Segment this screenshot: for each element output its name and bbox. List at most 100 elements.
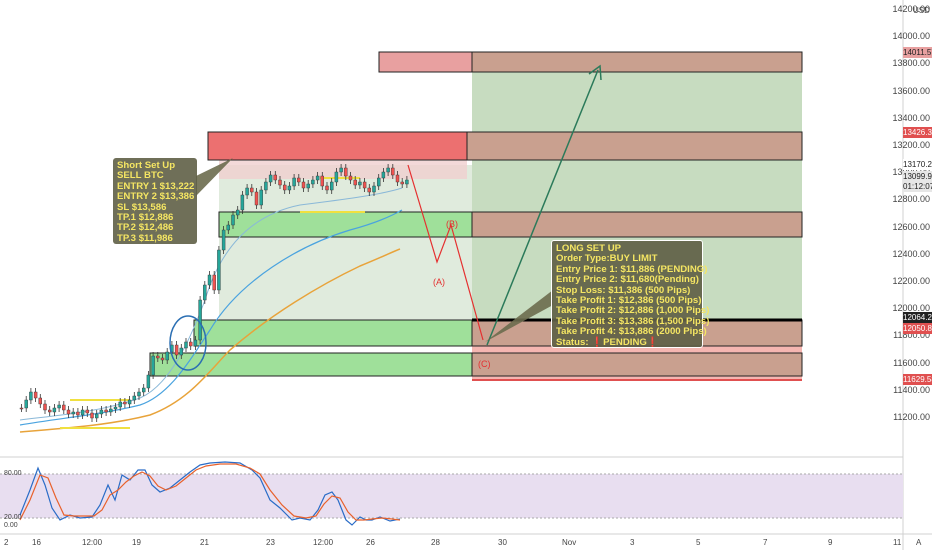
short-note-line: ENTRY 2 $13,386 — [117, 191, 195, 203]
candlestick-series[interactable] — [19, 164, 409, 422]
price-axis-label: 13400.00 — [892, 112, 930, 123]
wave-label-b: (B) — [446, 219, 458, 229]
candle-body — [353, 179, 357, 186]
candle-body — [381, 171, 386, 179]
candle-body — [141, 387, 146, 393]
candle-body — [29, 391, 33, 401]
price-tag: 11629.58 — [903, 374, 932, 385]
long-note-line: Entry Price 2: $11,680(Pending) — [556, 274, 699, 286]
osc-axis-label: 80.00 — [4, 470, 22, 477]
candle-body — [76, 411, 80, 416]
candle-body — [127, 399, 132, 405]
time-axis-label: 9 — [828, 538, 833, 547]
candle-body — [90, 412, 94, 419]
supply-box-mid-left[interactable] — [207, 131, 468, 161]
candle-body — [179, 347, 184, 356]
candle-body — [193, 339, 198, 347]
stoch-d-line — [19, 463, 401, 521]
demand-box-bottom-left[interactable] — [149, 352, 473, 377]
long-note-line: Take Profit 4: $13,886 (2000 Pips) — [556, 326, 707, 338]
candle-body — [123, 401, 127, 405]
price-axis-label: 11400.00 — [893, 384, 930, 395]
candle-body — [94, 413, 99, 419]
long-note-line: Stop Loss: $11,386 (500 Pips) — [556, 284, 691, 296]
candle-body — [24, 399, 28, 409]
long-note-line: Take Profit 1: $12,386 (500 Pips) — [556, 295, 702, 307]
candle-body — [174, 344, 179, 356]
candle-body — [315, 175, 320, 181]
candle-body — [221, 229, 226, 251]
price-tag: 13426.34 — [903, 127, 932, 138]
short-risk-zone[interactable] — [219, 160, 467, 179]
price-tag: 01:12:07 — [903, 181, 932, 192]
candle-body — [254, 191, 259, 206]
short-note-line: TP.1 $12,886 — [117, 212, 174, 224]
supply-box-top-left[interactable] — [378, 51, 473, 73]
short-profit-zone[interactable] — [219, 165, 472, 330]
candle-body — [231, 214, 235, 226]
candle-body — [71, 411, 75, 415]
price-axis-label: 12400.00 — [892, 248, 930, 259]
target-arrow[interactable] — [486, 69, 599, 346]
candle-body — [273, 174, 277, 181]
candle-body — [287, 185, 292, 191]
demand-box-lower-left[interactable] — [193, 319, 473, 347]
long-note-line: Status: ❗PENDING❗ — [556, 336, 659, 348]
short-setup-note[interactable]: Short Set Up SELL BTC ENTRY 1 $13,222 EN… — [113, 158, 197, 244]
candle-body — [245, 187, 249, 196]
candle-body — [160, 357, 165, 361]
wave-path[interactable] — [407, 164, 484, 341]
time-axis-label: 12:00 — [82, 538, 103, 547]
candle-body — [184, 341, 188, 349]
long-note-pointer — [485, 290, 553, 342]
candle-body — [151, 355, 155, 376]
circle-annotation[interactable] — [169, 315, 207, 371]
candle-body — [391, 167, 395, 176]
time-axis-label: 16 — [32, 538, 41, 547]
candle-body — [325, 185, 329, 191]
ma-slow-line — [19, 248, 401, 433]
time-axis-label: 28 — [431, 538, 440, 547]
wave-label-a: (A) — [433, 277, 445, 287]
oscillator-band — [0, 474, 903, 518]
time-axis-label: 30 — [498, 538, 507, 547]
price-axis-label: 13800.00 — [892, 58, 930, 69]
demand-box-upper-left[interactable] — [218, 211, 473, 238]
candle-body — [358, 181, 362, 186]
time-axis-label: A — [916, 538, 922, 547]
price-tag: 14011.57 — [903, 47, 932, 58]
time-axis-label: 21 — [200, 538, 209, 547]
short-note-line: Short Set Up — [117, 160, 176, 171]
candle-body — [80, 409, 85, 416]
candle-body — [212, 274, 216, 291]
time-axis-label: 7 — [763, 538, 768, 547]
candle-body — [99, 409, 104, 415]
time-axis-label: 12:00 — [313, 538, 334, 547]
price-axis-label: 14000.00 — [892, 31, 930, 42]
candle-body — [113, 406, 118, 410]
candle-body — [85, 409, 90, 414]
osc-axis-label: 20.00 — [4, 514, 22, 521]
long-note-line: Take Profit 2: $12,886 (1,000 Pips) — [556, 305, 710, 317]
candle-body — [217, 249, 221, 291]
candle-body — [334, 171, 339, 183]
candle-body — [320, 175, 324, 187]
price-axis-label: 12600.00 — [892, 221, 930, 232]
candle-body — [367, 187, 371, 193]
price-tag: 12050.80 — [903, 323, 932, 334]
candle-body — [109, 408, 113, 413]
candle-body — [339, 167, 343, 173]
candle-body — [48, 409, 52, 413]
price-axis-label: 12200.00 — [892, 276, 930, 286]
long-setup-note[interactable]: LONG SET UP Order Type:BUY LIMIT Entry P… — [551, 240, 710, 348]
price-axis-label: 12800.00 — [892, 194, 930, 205]
candle-body — [132, 395, 137, 401]
candle-body — [344, 167, 348, 177]
short-note-line: TP.3 $11,986 — [117, 232, 173, 244]
price-axis-label: 13600.00 — [892, 85, 930, 96]
candle-body — [226, 224, 231, 231]
ma-fast-line — [19, 209, 403, 426]
candle-body — [235, 209, 240, 216]
candle-body — [62, 404, 66, 411]
